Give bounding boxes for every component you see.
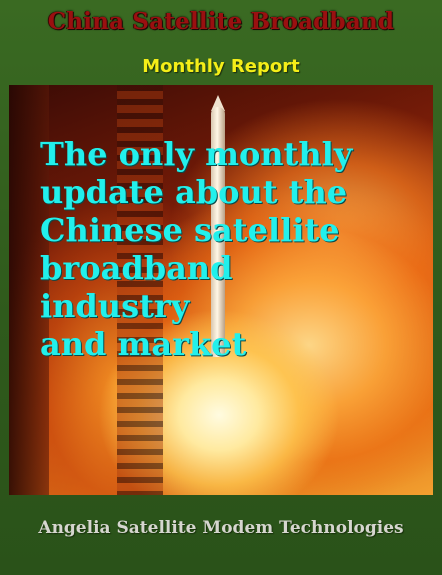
report-title: China Satellite Broadband [47,8,395,35]
headline-line: Chinese satellite [40,211,340,249]
cover-headline: The only monthly update about the Chines… [40,135,430,363]
headline-line: broadband [40,249,233,287]
launch-tower-shadow [9,85,49,495]
headline-line: update about the [40,173,348,211]
publisher-name: Angelia Satellite Modem Technologies [38,518,404,538]
rocket-body [211,107,225,357]
headline-line: and market [40,325,247,363]
launch-tower [117,85,163,495]
rocket-launch-photo [9,85,433,495]
headline-line: industry [40,287,190,325]
report-subtitle: Monthly Report [142,56,300,77]
headline-line: The only monthly [40,135,353,173]
